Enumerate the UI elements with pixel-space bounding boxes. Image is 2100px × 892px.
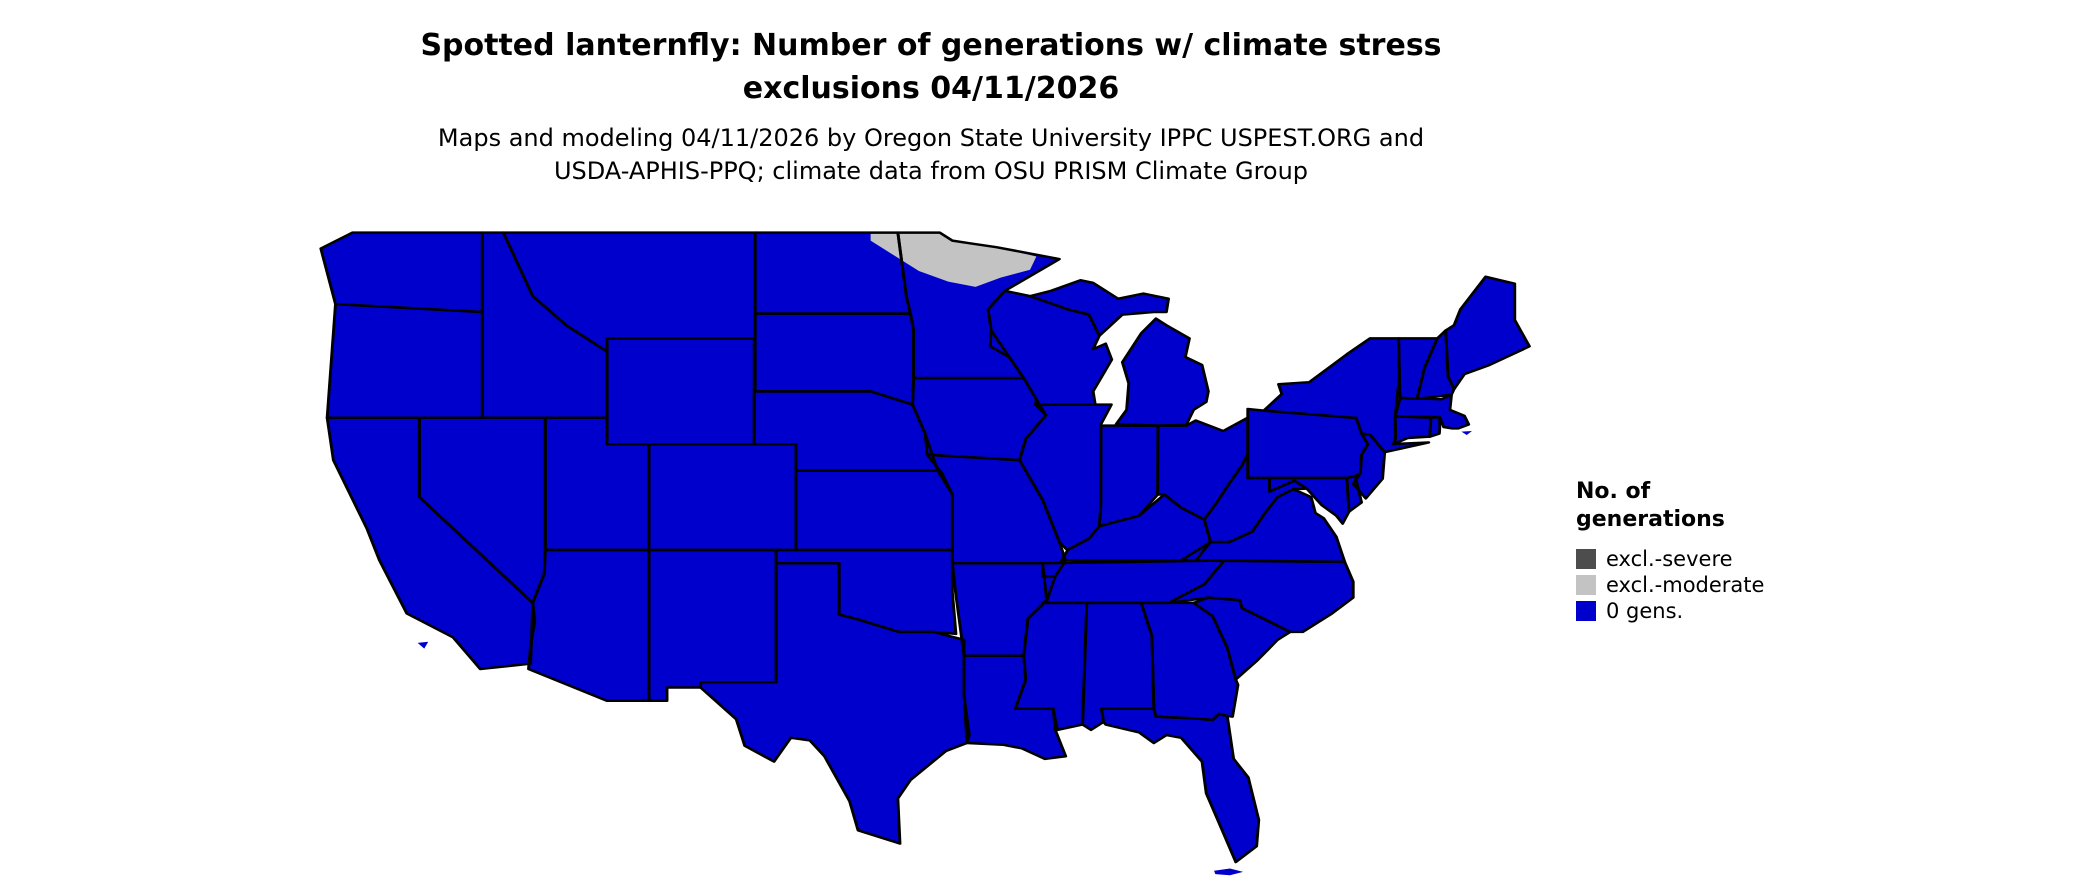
state-nebraska-fill	[754, 391, 938, 471]
zero-gens-swatch	[1576, 601, 1596, 621]
state-kansas-fill	[796, 470, 953, 550]
excl-severe-swatch	[1576, 549, 1596, 569]
state-maine-border	[1444, 275, 1531, 391]
state-wyoming-fill	[607, 338, 755, 445]
state-wisconsin-fill	[988, 290, 1112, 405]
chart-subtitle-line-2: USDA-APHIS-PPQ; climate data from OSU PR…	[553, 157, 1309, 185]
legend-title-line-2: generations	[1576, 507, 1725, 532]
state-indiana-fill	[1099, 425, 1158, 527]
state-new-jersey-fill	[1353, 433, 1385, 499]
state-south-dakota-fill	[755, 313, 914, 405]
state-florida-border	[1100, 707, 1261, 864]
excl-severe-label: excl.-severe	[1606, 547, 1733, 571]
chart-subtitle-line-1: Maps and modeling 04/11/2026 by Oregon S…	[437, 124, 1425, 152]
state-ohio-border	[1156, 416, 1250, 521]
zero-gens-label: 0 gens.	[1606, 599, 1684, 623]
state-alabama-fill	[1082, 602, 1154, 730]
state-michigan-lower-fill	[1116, 318, 1209, 426]
state-washington-fill	[320, 232, 483, 312]
state-maryland-fill	[1269, 478, 1349, 524]
state-connecticut-border	[1391, 415, 1433, 446]
legend-title: No. of generations	[1576, 478, 1764, 534]
state-new-york-border	[1262, 337, 1431, 454]
state-illinois-fill	[1019, 404, 1112, 550]
state-kentucky-fill	[1061, 494, 1211, 561]
state-texas-fill	[700, 563, 970, 844]
state-pennsylvania-fill	[1247, 409, 1368, 479]
state-new-york-fill	[1263, 338, 1429, 453]
channel-islands-island	[417, 641, 429, 649]
chart-header: Spotted lanternfly: Number of generation…	[0, 24, 1862, 188]
state-georgia-fill	[1141, 602, 1238, 720]
florida-keys-island	[1214, 868, 1244, 876]
state-ohio-fill	[1157, 417, 1248, 520]
state-missouri-fill	[927, 454, 1066, 577]
excl-moderate-swatch	[1576, 575, 1596, 595]
legend-item-0-gens: 0 gens.	[1576, 598, 1764, 624]
state-new-hampshire-fill	[1416, 330, 1455, 399]
legend-item-excl-severe: excl.-severe	[1576, 546, 1764, 572]
state-arkansas-fill	[952, 563, 1056, 656]
state-california-fill	[327, 417, 533, 669]
legend-item-excl-moderate: excl.-moderate	[1576, 572, 1764, 598]
state-idaho-fill	[482, 232, 608, 418]
state-michigan-upper-border	[1028, 279, 1170, 338]
state-mississippi-fill	[1015, 600, 1087, 730]
chart-title-line-2: exclusions 04/11/2026	[742, 71, 1120, 106]
state-arizona-fill	[528, 550, 650, 701]
state-new-mexico-fill	[649, 550, 777, 701]
state-oklahoma-fill	[776, 550, 956, 634]
legend: No. of generations excl.-severe excl.-mo…	[1576, 478, 1764, 624]
chart-title-line-1: Spotted lanternfly: Number of generation…	[420, 28, 1442, 63]
state-south-carolina-fill	[1193, 597, 1291, 680]
state-utah-fill	[545, 417, 650, 550]
state-tennessee-fill	[1042, 560, 1225, 603]
state-vermont-fill	[1398, 338, 1438, 399]
state-michigan-lower-border	[1114, 317, 1210, 427]
excl-moderate-label: excl.-moderate	[1606, 573, 1765, 597]
legend-title-line-1: No. of	[1576, 479, 1651, 504]
state-montana-fill	[503, 232, 756, 352]
state-oregon-fill	[327, 304, 483, 418]
state-virginia-fill	[1181, 489, 1345, 562]
state-illinois-border	[1018, 403, 1113, 552]
state-rhode-island-fill	[1429, 417, 1440, 437]
state-connecticut-fill	[1393, 416, 1431, 445]
state-nevada-fill	[419, 417, 546, 603]
state-oklahoma-border	[774, 548, 958, 636]
state-north-dakota-fill	[755, 232, 911, 314]
state-maine-fill	[1445, 276, 1530, 390]
state-florida-fill	[1101, 708, 1259, 863]
state-iowa-fill	[912, 378, 1046, 461]
us-choropleth-map	[319, 231, 1531, 876]
state-north-carolina-fill	[1168, 560, 1354, 632]
state-michigan-upper-fill	[1030, 280, 1169, 336]
chart-subtitle: Maps and modeling 04/11/2026 by Oregon S…	[0, 122, 1862, 188]
state-delaware-fill	[1346, 475, 1362, 512]
exclusion-moderate-zone	[870, 232, 1037, 287]
state-colorado-fill	[649, 444, 796, 550]
state-west-virginia-fill	[1204, 453, 1307, 543]
legend-items: excl.-severe excl.-moderate 0 gens.	[1576, 546, 1764, 624]
nantucket-island	[1461, 431, 1473, 435]
